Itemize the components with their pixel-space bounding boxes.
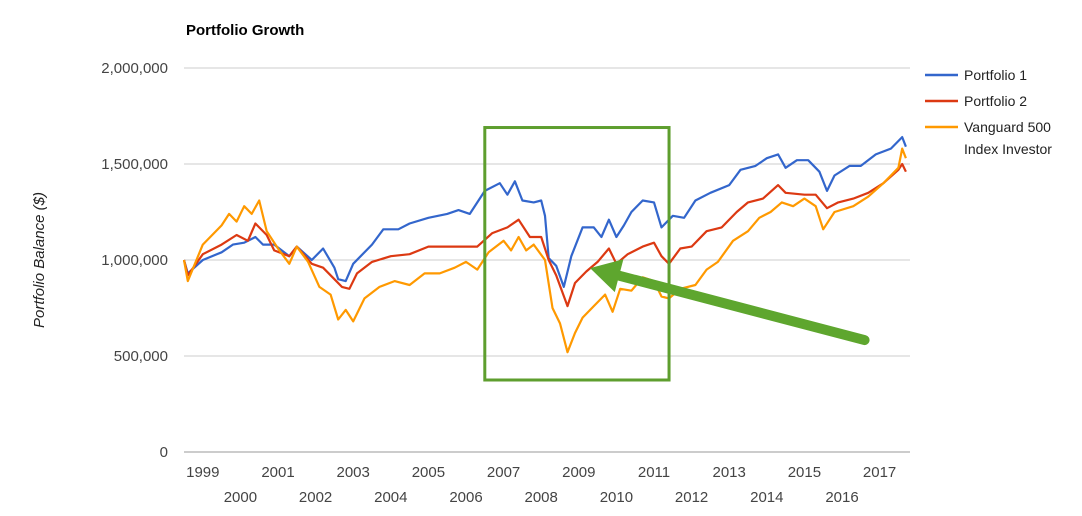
chart-title: Portfolio Growth — [186, 22, 304, 39]
x-tick-label: 2011 — [638, 464, 670, 481]
series-line-1 — [182, 136, 907, 288]
x-tick-label: 2004 — [374, 489, 407, 506]
y-tick-label: 2,000,000 — [101, 60, 168, 77]
x-tick-label: 2014 — [750, 489, 783, 506]
x-tick-label: 2016 — [825, 489, 858, 506]
highlight-box — [483, 126, 671, 382]
arrow-shaft — [614, 270, 870, 346]
x-tick-label: 2007 — [487, 464, 520, 481]
x-tick-label: 2000 — [224, 489, 257, 506]
y-tick-label: 1,000,000 — [101, 252, 168, 269]
x-tick-label: 2005 — [412, 464, 445, 481]
x-tick-label: 2017 — [863, 464, 896, 481]
x-tick-label: 2003 — [337, 464, 370, 481]
legend-label: Portfolio 1 — [964, 67, 1027, 83]
y-tick-label: 1,500,000 — [101, 156, 168, 173]
x-tick-label: 2008 — [525, 489, 558, 506]
series-line-2 — [182, 162, 907, 308]
x-tick-label: 2015 — [788, 464, 821, 481]
x-tick-label: 2010 — [600, 489, 633, 506]
x-tick-label: 2001 — [261, 464, 294, 481]
y-tick-label: 0 — [160, 444, 168, 461]
series-line-3 — [182, 147, 907, 354]
x-tick-label: 2002 — [299, 489, 332, 506]
legend-label: Portfolio 2 — [964, 93, 1027, 109]
x-tick-label: 2012 — [675, 489, 708, 506]
x-tick-label: 2009 — [562, 464, 595, 481]
x-tick-label: 2006 — [449, 489, 482, 506]
x-tick-label: 1999 — [186, 464, 219, 481]
x-tick-label: 2013 — [713, 464, 746, 481]
y-tick-label: 500,000 — [114, 348, 168, 365]
y-axis-label: Portfolio Balance ($) — [31, 192, 48, 328]
arrow-head — [590, 259, 624, 293]
legend-label: Vanguard 500 Index Investor — [964, 119, 1052, 157]
